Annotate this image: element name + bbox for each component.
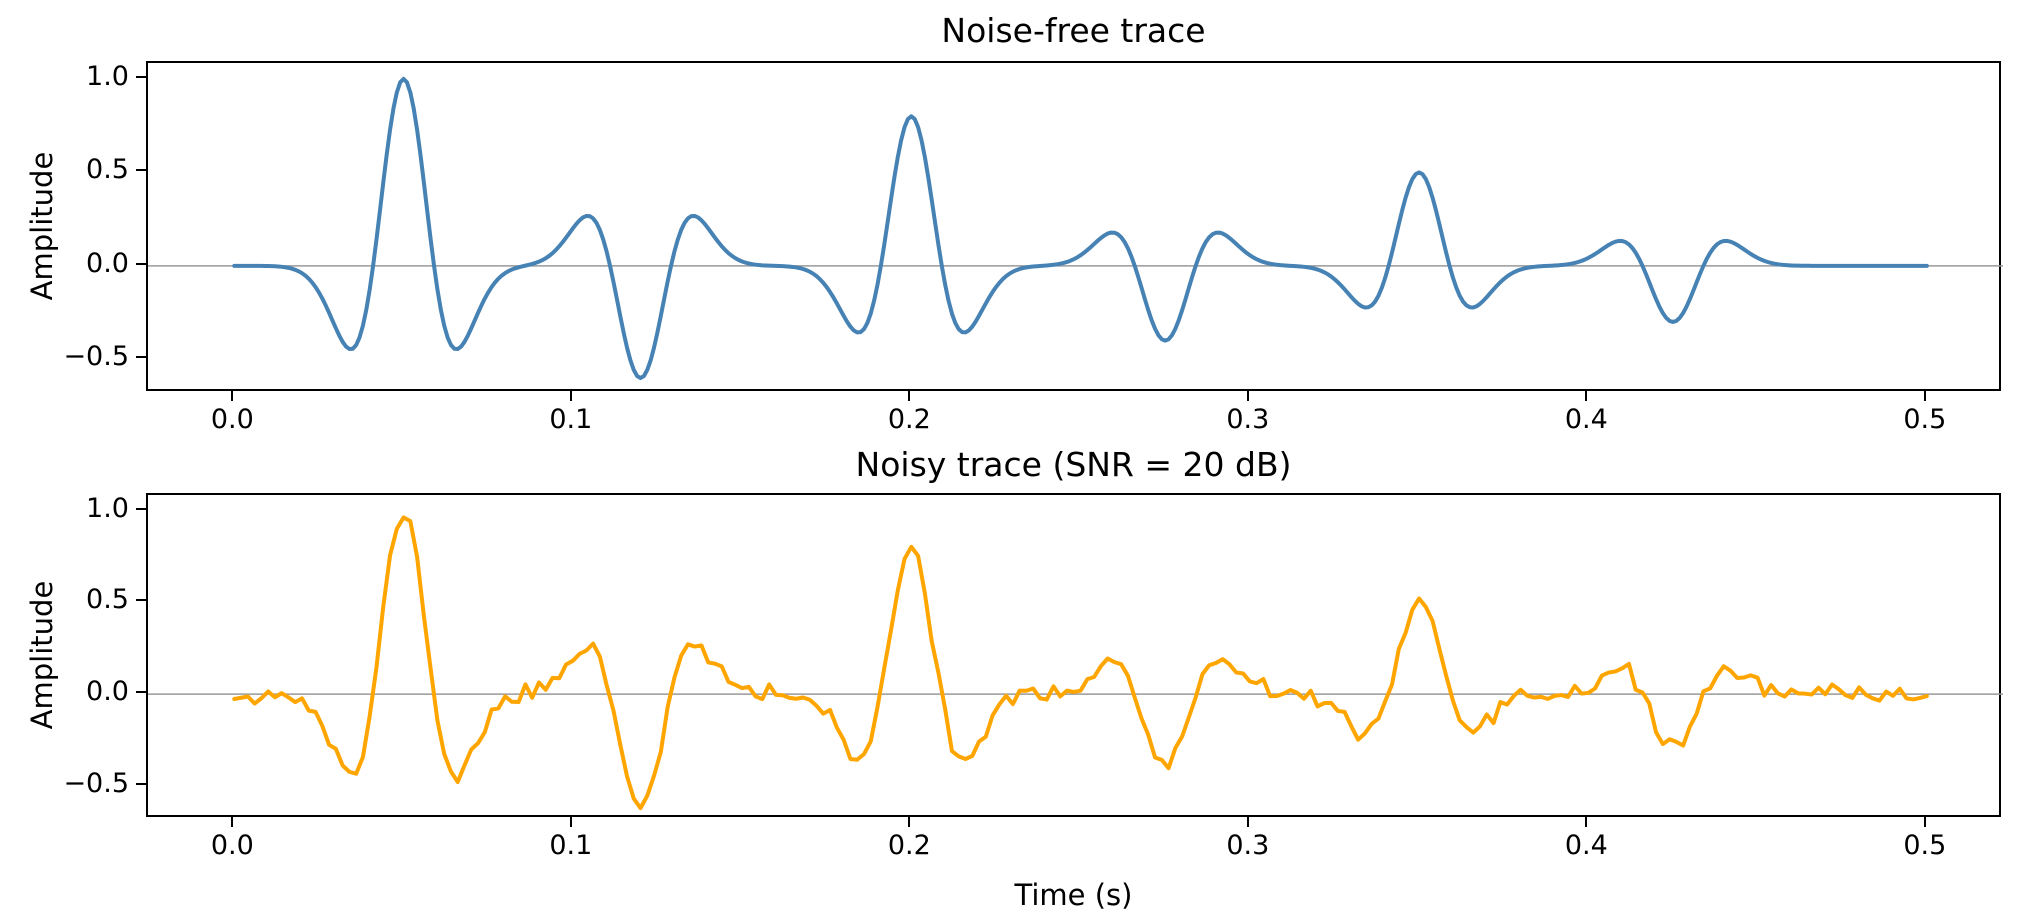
x-tick-mark	[1585, 817, 1588, 827]
x-tick-mark	[1246, 391, 1249, 401]
x-tick-label: 0.1	[549, 830, 593, 861]
x-tick-mark	[569, 391, 572, 401]
y-tick-mark	[136, 169, 146, 172]
x-tick-label: 0.4	[1564, 404, 1608, 435]
x-tick-mark	[1246, 817, 1249, 827]
x-tick-label: 0.3	[1226, 404, 1270, 435]
x-tick-label: 0.2	[887, 404, 931, 435]
y-tick-label: −0.5	[63, 341, 129, 373]
x-tick-mark	[569, 817, 572, 827]
y-tick-mark	[136, 691, 146, 694]
noise-free-trace-line	[232, 76, 1929, 381]
y-tick-mark	[136, 507, 146, 510]
x-tick-mark	[908, 817, 911, 827]
y-tick-label: 0.0	[86, 676, 129, 708]
x-tick-mark	[231, 391, 234, 401]
x-tick-label: 0.2	[887, 830, 931, 861]
x-tick-label: 0.5	[1903, 830, 1947, 861]
y-tick-mark	[136, 262, 146, 265]
y-tick-label: 1.0	[86, 492, 129, 524]
y-tick-label: 1.0	[86, 60, 129, 92]
subplot2-noisy-axes	[146, 493, 2003, 817]
y-tick-mark	[136, 782, 146, 785]
noisy-trace-plot	[148, 515, 2003, 811]
x-tick-label: 0.3	[1226, 830, 1270, 861]
x-tick-mark	[1585, 391, 1588, 401]
x-tick-mark	[1923, 391, 1926, 401]
y-tick-label: −0.5	[63, 767, 129, 799]
x-tick-label: 0.4	[1564, 830, 1608, 861]
y-tick-mark	[136, 75, 146, 78]
y-tick-mark	[136, 599, 146, 602]
subplot2-title: Noisy trace (SNR = 20 dB)	[855, 445, 1292, 484]
x-tick-label: 0.0	[210, 830, 254, 861]
x-tick-mark	[1923, 817, 1926, 827]
x-tick-label: 0.5	[1903, 404, 1947, 435]
x-tick-label: 0.0	[210, 404, 254, 435]
x-tick-mark	[231, 817, 234, 827]
y-tick-label: 0.5	[86, 584, 129, 616]
noise-free-trace-plot	[148, 76, 2003, 381]
y-tick-mark	[136, 356, 146, 359]
y-tick-label: 0.0	[86, 247, 129, 279]
subplot1-title: Noise-free trace	[941, 11, 1206, 50]
x-tick-label: 0.1	[549, 404, 593, 435]
subplot1-noise-free-axes	[146, 61, 2003, 391]
noisy-trace-line	[232, 515, 1929, 811]
x-axis-label: Time (s)	[1014, 878, 1133, 912]
x-tick-mark	[908, 391, 911, 401]
y-tick-label: 0.5	[86, 154, 129, 186]
